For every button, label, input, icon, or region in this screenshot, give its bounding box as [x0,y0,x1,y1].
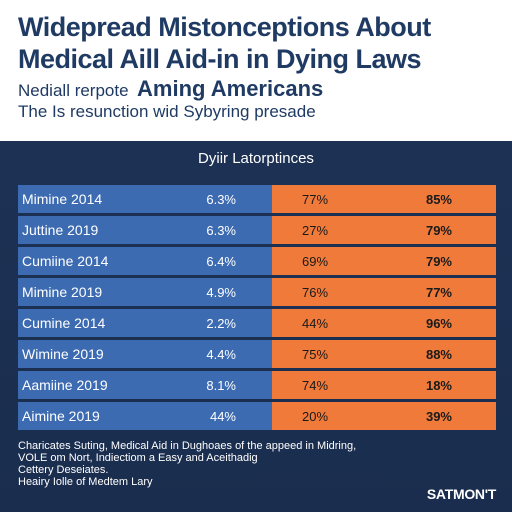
row-blue-cell [18,402,272,430]
row-value-1: 2.2% [206,316,236,331]
row-value-3: 77% [426,285,452,300]
row-value-2: 77% [302,192,328,207]
row-value-3: 79% [426,223,452,238]
row-blue-cell [18,185,272,213]
subtitle-row: Nediall rerpote Aming Americans [18,76,323,102]
footer-line-1: Charicates Suting, Medical Aid in Dughoa… [18,440,357,452]
tagline: The Is resunction wid Sybyring presade [18,102,316,121]
row-orange-cell [272,340,496,368]
footer-line-4: Heairy Iolle of Medtem Lary [18,476,153,488]
row-label: Cumiine 2014 [22,253,109,269]
row-value-1: 6.3% [206,223,236,238]
row-blue-cell [18,278,272,306]
row-orange-cell [272,216,496,244]
table-row: Aimine 2019 44% 20% 39% [18,402,496,430]
row-blue-cell [18,247,272,275]
row-value-2: 20% [302,409,328,424]
table-row: Cumiine 2014 6.4% 69% 79% [18,247,496,275]
brand-logo-text: SATMON'T [426,486,496,502]
row-value-2: 75% [302,347,328,362]
table-row: Wimine 2019 4.4% 75% 88% [18,340,496,368]
row-label: Mimine 2014 [22,191,102,207]
row-value-3: 88% [426,347,452,362]
row-value-3: 96% [426,316,452,331]
footer-notes: Charicates Suting, Medical Aid in Dughoa… [18,440,398,488]
row-value-3: 39% [426,409,452,424]
table-row: Mimine 2019 4.9% 76% 77% [18,278,496,306]
row-value-1: 4.4% [206,347,236,362]
row-value-2: 69% [302,254,328,269]
row-value-3: 85% [426,192,452,207]
table-title: Dyiir Latorptinces [198,150,314,167]
row-value-1: 4.9% [206,285,236,300]
row-orange-cell [272,278,496,306]
row-label: Cumine 2014 [22,315,105,331]
row-value-2: 44% [302,316,328,331]
row-label: Wimine 2019 [22,346,104,362]
subtitle-big: Aming Americans [137,76,324,101]
subtitle-small: Nediall rerpote [18,81,129,100]
row-label: Aamiine 2019 [22,377,108,393]
row-value-1: 6.4% [206,254,236,269]
row-orange-cell [272,309,496,337]
row-value-1: 6.3% [206,192,236,207]
title-line-1: Widepread Mistonceptions About [18,12,431,42]
row-orange-cell [272,371,496,399]
row-orange-cell [272,185,496,213]
row-blue-cell [18,216,272,244]
row-value-2: 74% [302,378,328,393]
row-blue-cell [18,309,272,337]
row-label: Mimine 2019 [22,284,102,300]
footer-line-2: VOLE om Nort, Indiectiom a Easy and Acei… [18,452,258,464]
title-line-2: Medical Aill Aid-in in Dying Laws [18,44,422,74]
row-value-1: 44% [210,409,236,424]
table-row: Juttine 2019 6.3% 27% 79% [18,216,496,244]
row-orange-cell [272,247,496,275]
row-value-3: 18% [426,378,452,393]
row-blue-cell [18,340,272,368]
row-label: Juttine 2019 [22,222,98,238]
row-orange-cell [272,402,496,430]
footer-line-3: Cettery Deseiates. [18,464,109,476]
table-row: Cumine 2014 2.2% 44% 96% [18,309,496,337]
header-banner: Widepread Mistonceptions About Medical A… [0,0,512,141]
row-value-2: 27% [302,223,328,238]
table-row: Aamiine 2019 8.1% 74% 18% [18,371,496,399]
row-blue-cell [18,371,272,399]
row-value-2: 76% [302,285,328,300]
table-row: Mimine 2014 6.3% 77% 85% [18,185,496,213]
row-value-1: 8.1% [206,378,236,393]
row-value-3: 79% [426,254,452,269]
row-label: Aimine 2019 [22,408,100,424]
